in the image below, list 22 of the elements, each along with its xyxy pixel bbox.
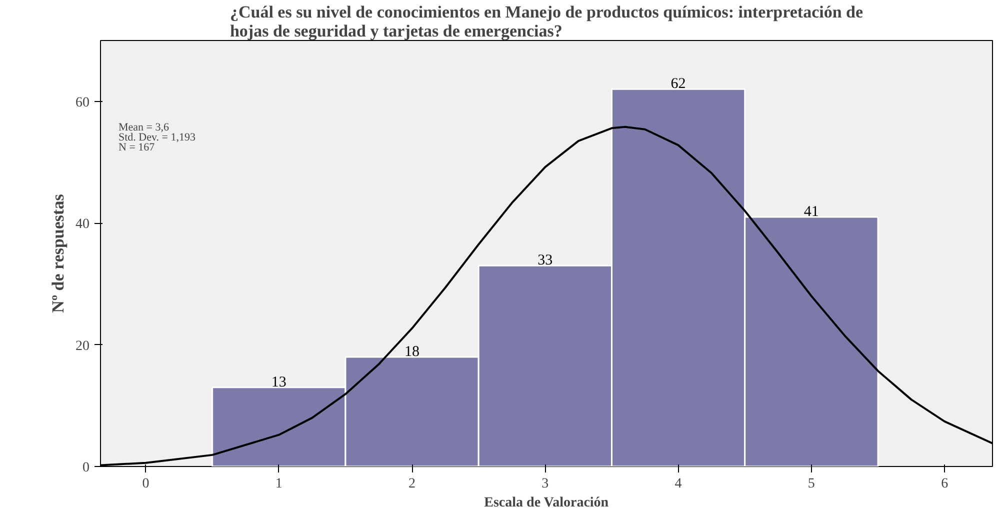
x-tick-label: 0 — [142, 476, 150, 492]
x-tick-label: 5 — [808, 476, 815, 492]
x-tick-label: 1 — [275, 476, 282, 492]
annotation: Mean = 3,6 — [118, 122, 170, 134]
y-tick-label: 0 — [82, 460, 90, 476]
x-tick-label: 4 — [674, 476, 682, 492]
annotation: N = 167 — [118, 142, 156, 154]
y-axis-title: Nº de respuestas — [48, 194, 68, 313]
data-label: 13 — [271, 374, 286, 390]
y-tick-label: 60 — [76, 95, 90, 110]
data-label: 33 — [538, 252, 553, 269]
data-label: 62 — [670, 76, 686, 92]
x-tick-label: 2 — [408, 476, 416, 492]
data-label: 18 — [404, 344, 420, 360]
chart-title: ¿Cuál es su nivel de conocimientos en Manejo de productos químicos: interpretación de hojas de seguridad y tarjetas de emergencias? — [230, 2, 864, 40]
data-label: 41 — [804, 204, 819, 220]
x-axis-title: Escala de Valoración — [484, 496, 609, 510]
x-tick-label: 3 — [542, 476, 549, 492]
annotation: Std. Dev. = 1,193 — [118, 132, 196, 144]
x-tick-label: 6 — [941, 476, 948, 492]
y-tick-label: 20 — [76, 338, 90, 354]
y-tick-label: 40 — [76, 217, 90, 232]
